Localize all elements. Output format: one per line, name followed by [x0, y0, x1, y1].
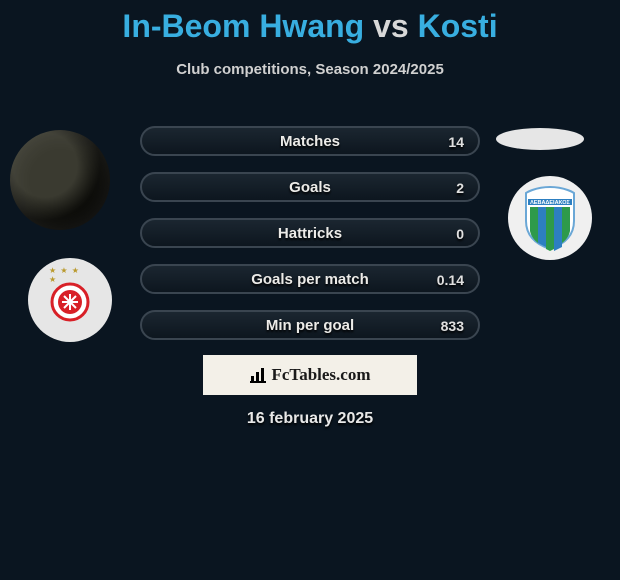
- stat-value-right: 833: [441, 312, 464, 340]
- stat-row: Goals per match 0.14: [140, 264, 480, 294]
- stat-row: Hattricks 0: [140, 218, 480, 248]
- player1-avatar: [10, 130, 110, 230]
- svg-text:ΛΕΒΑΔΕΙΑΚΟΣ: ΛΕΒΑΔΕΙΑΚΟΣ: [530, 200, 570, 206]
- club1-crest-icon: [48, 278, 92, 322]
- comparison-stage: ★ ★ ★ ★ ΛΕΒΑΔΕΙΑΚΟΣ Matches 14 Go: [0, 120, 620, 370]
- stat-label: Hattricks: [278, 220, 342, 248]
- club2-badge: ΛΕΒΑΔΕΙΑΚΟΣ: [508, 176, 592, 260]
- date-text: 16 february 2025: [0, 410, 620, 428]
- stat-row: Matches 14: [140, 126, 480, 156]
- club1-badge: ★ ★ ★ ★: [28, 258, 112, 342]
- stat-label: Matches: [280, 128, 340, 156]
- stat-value-right: 2: [456, 174, 464, 202]
- stat-value-right: 0.14: [437, 266, 464, 294]
- stat-label: Min per goal: [266, 312, 354, 340]
- stat-label: Goals: [289, 174, 331, 202]
- title-player1: In-Beom Hwang: [122, 8, 364, 44]
- page-title: In-Beom Hwang vs Kosti: [0, 0, 620, 49]
- brand-chart-icon: [249, 367, 267, 383]
- club2-crest-icon: ΛΕΒΑΔΕΙΑΚΟΣ: [520, 185, 580, 251]
- stat-row: Goals 2: [140, 172, 480, 202]
- stat-value-right: 14: [448, 128, 464, 156]
- brand-box[interactable]: FcTables.com: [203, 355, 417, 395]
- stat-value-right: 0: [456, 220, 464, 248]
- title-connector: vs: [373, 8, 409, 44]
- stat-row: Min per goal 833: [140, 310, 480, 340]
- stats-list: Matches 14 Goals 2 Hattricks 0 Goals per…: [140, 126, 480, 356]
- stat-label: Goals per match: [251, 266, 369, 294]
- title-player2: Kosti: [418, 8, 498, 44]
- player2-avatar: [496, 128, 584, 150]
- subtitle: Club competitions, Season 2024/2025: [0, 61, 620, 78]
- brand-text: FcTables.com: [271, 365, 370, 384]
